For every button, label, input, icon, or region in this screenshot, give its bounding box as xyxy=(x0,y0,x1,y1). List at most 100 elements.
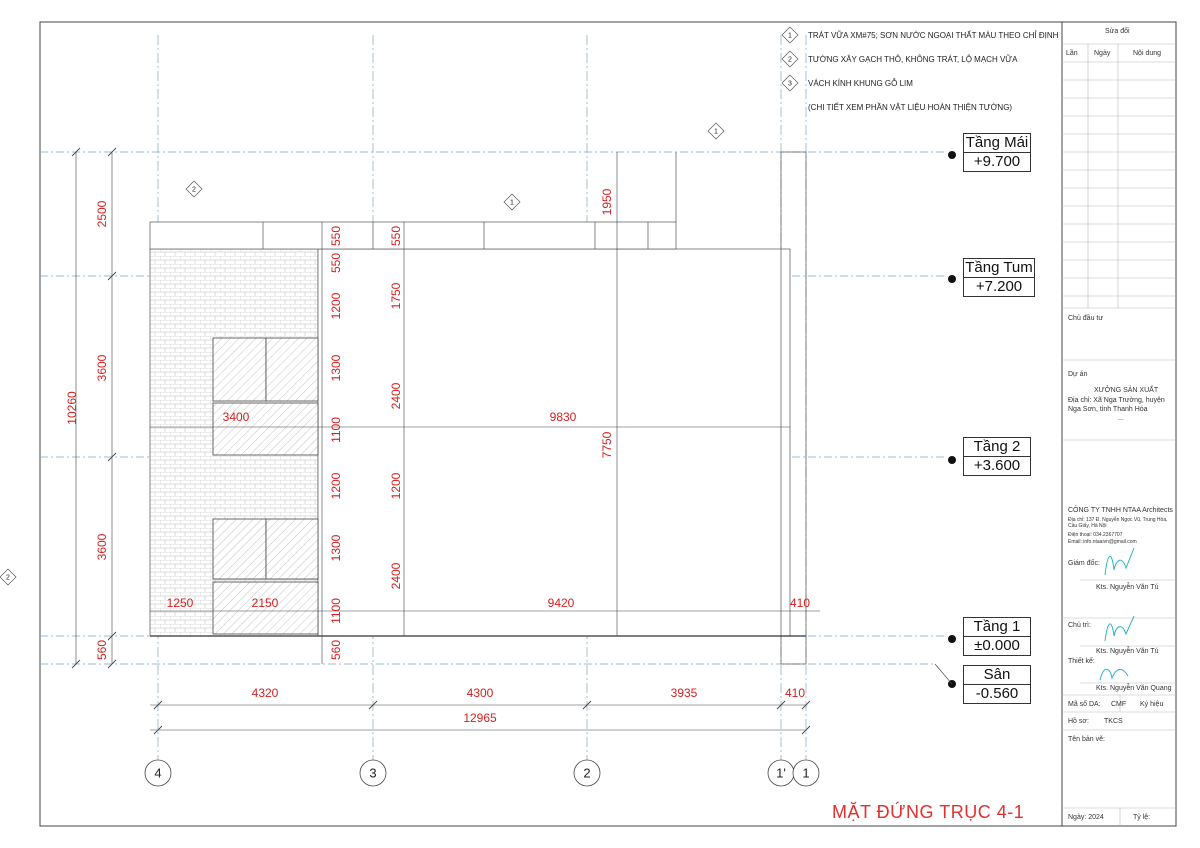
callout-marker-1-label: 2 xyxy=(192,187,196,194)
parapet-posts xyxy=(262,222,649,249)
grid-bubble-2-label: 2 xyxy=(583,766,590,781)
dim-col3-0: 550 xyxy=(389,226,403,246)
level-name: Tầng 1 xyxy=(964,618,1030,637)
grid-bubble-1-label: 3 xyxy=(369,766,376,781)
level-value: -0.560 xyxy=(975,685,1019,702)
dim-col3-1: 1750 xyxy=(389,282,403,309)
dim-left-1: 2500 xyxy=(95,200,109,227)
level-value: +9.700 xyxy=(973,153,1021,170)
roof-parapet xyxy=(149,221,677,250)
grid-bubble-2 xyxy=(573,759,601,787)
dim-left-0: 10260 xyxy=(65,391,79,425)
project-label: Dự án xyxy=(1068,371,1088,378)
company-name: CÔNG TY TNHH NTAA Architects xyxy=(1068,507,1173,514)
symbol-label: Ký hiệu xyxy=(1140,701,1164,708)
note-tag-0-label: 1 xyxy=(788,33,792,40)
dim-mid-3: 1300 xyxy=(329,354,343,381)
grid-bubble-3-label: 1' xyxy=(776,766,786,781)
rev-col-2: Ngày xyxy=(1094,50,1111,57)
sheet-frame xyxy=(39,21,1177,827)
note-tag-1-label: 2 xyxy=(788,57,792,64)
scale-label: Tỷ lệ: xyxy=(1133,814,1151,821)
project-code-label: Mã số DA: xyxy=(1068,701,1101,708)
note-tag-1 xyxy=(781,50,799,68)
level-box-roof: Tầng Mái +9.700 xyxy=(963,133,1031,172)
file-value: TKCS xyxy=(1104,718,1123,725)
rev-col-3: Nội dung xyxy=(1133,50,1162,57)
grid-bubble-4 xyxy=(792,759,820,787)
dim-h-2: 1250 xyxy=(167,596,194,610)
project-code: CMF xyxy=(1111,701,1127,708)
dim-col3-3: 1200 xyxy=(389,472,403,499)
level-box-yard: Sân -0.560 xyxy=(963,665,1031,704)
level-markers xyxy=(948,151,956,688)
dim-h-3: 2150 xyxy=(252,596,279,610)
note-1: TRÁT VỮA XM#75; SƠN NƯỚC NGOẠI THẤT MÀU … xyxy=(808,31,1059,40)
dim-bottom-4: 12965 xyxy=(463,711,497,725)
date-label: Ngày: 2024 xyxy=(1068,814,1104,821)
owner-label: Chủ đầu tư xyxy=(1068,315,1104,322)
san-leader xyxy=(934,663,953,685)
designer-name: Kts. Nguyễn Văn Quang xyxy=(1096,685,1172,692)
note-tag-0 xyxy=(781,26,799,44)
dim-vr-1: 7750 xyxy=(600,431,614,458)
rev-col-1: Lần xyxy=(1066,50,1078,57)
dim-bottom-0: 4320 xyxy=(252,686,279,700)
dimension-lines xyxy=(75,152,820,731)
project-name: XƯỞNG SẢN XUẤT xyxy=(1094,387,1159,394)
project-address: Địa chỉ: Xã Nga Trường, huyện Nga Sơn, t… xyxy=(1068,397,1165,413)
note-3: VÁCH KÍNH KHUNG GỖ LIM xyxy=(808,79,913,88)
callout-marker-0 xyxy=(707,122,725,140)
signature-designer xyxy=(1099,668,1129,681)
dim-bottom-3: 410 xyxy=(785,686,805,700)
callout-marker-3-label: 2 xyxy=(6,575,10,582)
facade-body xyxy=(317,248,791,637)
signature-director xyxy=(1104,547,1135,576)
level-value: +7.200 xyxy=(975,278,1023,295)
dim-left-2: 3600 xyxy=(95,354,109,381)
dim-left-3: 3600 xyxy=(95,533,109,560)
level-name: Tầng Mái xyxy=(964,134,1030,153)
note-tag-2-label: 3 xyxy=(788,81,792,88)
company-phone: Điện thoại: 034.2367707 xyxy=(1068,532,1123,538)
dim-left-4: 560 xyxy=(95,640,109,660)
dim-vr-0: 1950 xyxy=(600,188,614,215)
lead-label: Chủ trì: xyxy=(1068,622,1091,629)
dim-h-0: 3400 xyxy=(223,410,250,424)
dim-mid-4: 1100 xyxy=(329,417,343,443)
window-upper xyxy=(212,337,319,456)
file-label: Hồ sơ: xyxy=(1068,718,1089,725)
dim-mid-1: 550 xyxy=(329,253,343,273)
project-dots: ... xyxy=(1118,415,1124,422)
dim-mid-0: 550 xyxy=(329,226,343,246)
level-box-tum: Tầng Tum +7.200 xyxy=(963,258,1035,297)
callout-marker-0-label: 1 xyxy=(714,129,718,136)
level-box-floor2: Tầng 2 +3.600 xyxy=(963,437,1031,476)
dim-mid-8: 560 xyxy=(329,640,343,660)
level-name: Tầng 2 xyxy=(964,438,1030,457)
dim-col3-2: 2400 xyxy=(389,382,403,409)
grid-bubble-1 xyxy=(359,759,387,787)
note-4: (CHI TIẾT XEM PHẦN VẬT LIỆU HOÀN THIỆN T… xyxy=(808,103,1013,112)
note-tag-2 xyxy=(781,74,799,92)
revisions-header: Sửa đổi xyxy=(1105,28,1130,35)
dim-mid-2: 1200 xyxy=(329,292,343,319)
right-column xyxy=(780,151,807,665)
grid-bubble-0 xyxy=(144,759,172,787)
dim-h-1: 9830 xyxy=(550,410,577,424)
designer-label: Thiết kế: xyxy=(1068,658,1095,665)
callout-marker-3 xyxy=(0,568,17,586)
signature-lead xyxy=(1104,615,1135,642)
dim-h-5: 410 xyxy=(790,596,810,610)
lead-name: Kts. Nguyễn Văn Tú xyxy=(1096,648,1159,655)
company-address: Địa chỉ: 137 Đ. Nguyễn Ngọc Vũ, Trung Hò… xyxy=(1068,517,1168,529)
level-name: Sân xyxy=(964,666,1030,685)
dim-bottom-2: 3935 xyxy=(671,686,698,700)
level-name: Tầng Tum xyxy=(964,259,1034,278)
drawing-title: MẶT ĐỨNG TRỤC 4-1 xyxy=(832,802,1025,822)
level-value: +3.600 xyxy=(973,457,1021,474)
callout-marker-2-label: 1 xyxy=(510,200,514,207)
callout-marker-1 xyxy=(185,180,203,198)
level-value: ±0.000 xyxy=(974,637,1020,654)
